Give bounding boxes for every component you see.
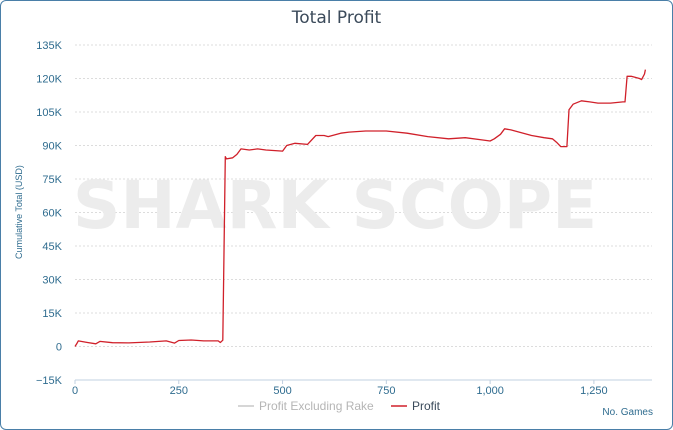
legend-label-profit: Profit [412, 399, 441, 413]
watermark: SHARK SCOPE [73, 167, 597, 244]
legend-item-profit-excluding-rake[interactable]: Profit Excluding Rake [238, 399, 374, 413]
y-tick-label: 120K [36, 74, 62, 86]
legend-label-profit-excluding-rake: Profit Excluding Rake [259, 399, 374, 413]
y-axis-title: Cumulative Total (USD) [14, 165, 24, 259]
legend[interactable]: Profit Excluding Rake Profit [238, 399, 441, 413]
y-tick-label: 105K [36, 107, 62, 119]
y-tick-label: 90K [42, 141, 62, 153]
x-tick-label: 0 [72, 385, 78, 397]
y-tick-label: 30K [42, 275, 62, 287]
y-tick-label: 15K [42, 308, 62, 320]
x-axis-ticks: 0 250 500 750 1,000 1,250 [72, 380, 608, 397]
x-tick-label: 500 [273, 385, 291, 397]
x-tick-label: 250 [170, 385, 188, 397]
y-tick-label: 75K [42, 174, 62, 186]
y-tick-label: 0 [56, 342, 62, 354]
series-group [74, 69, 647, 347]
y-tick-label: 135K [36, 40, 62, 52]
y-axis-ticks: −15K 0 15K 30K 45K 60K 75K 90K 105K 120K 135K [36, 40, 63, 387]
series-line-profit[interactable] [74, 69, 647, 347]
x-axis-title: No. Games [602, 407, 653, 418]
grid-lines [75, 44, 652, 381]
x-tick-label: 750 [377, 385, 395, 397]
y-tick-label: 60K [42, 208, 62, 220]
y-tick-label: 45K [42, 241, 62, 253]
watermark-text: SHARK SCOPE [73, 167, 597, 244]
x-tick-label: 1,000 [476, 385, 504, 397]
x-tick-label: 1,250 [580, 385, 608, 397]
y-tick-label: −15K [36, 375, 63, 387]
chart-title: Total Profit [291, 8, 382, 28]
legend-item-profit[interactable]: Profit [391, 399, 441, 413]
